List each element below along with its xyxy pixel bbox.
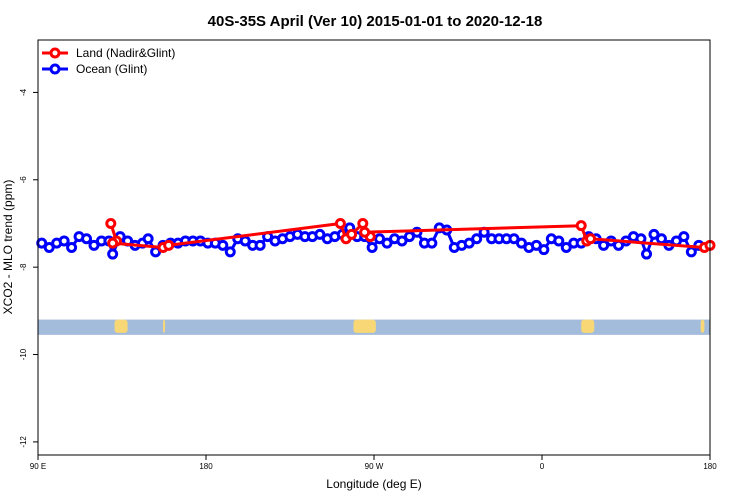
y-axis-ticks: -4 -6 -8 -10 -12 xyxy=(19,88,38,448)
y-axis-label: XCO2 - MLO trend (ppm) xyxy=(1,180,15,315)
legend-land-marker xyxy=(49,47,61,59)
land-mask-band xyxy=(38,319,710,335)
data-point xyxy=(374,233,386,245)
data-point xyxy=(463,237,475,249)
data-point xyxy=(366,242,378,253)
legend-land-label: Land (Nadir&Glint) xyxy=(76,46,175,60)
data-point xyxy=(530,239,542,251)
data-point xyxy=(648,228,660,240)
data-point xyxy=(88,239,100,251)
data-point xyxy=(81,233,93,245)
y-tick-label: -4 xyxy=(19,88,28,96)
data-point xyxy=(575,220,587,232)
data-point xyxy=(314,228,326,240)
y-tick-label: -8 xyxy=(19,263,28,271)
y-tick-label: -6 xyxy=(19,176,28,184)
x-tick-label: 180 xyxy=(199,462,213,471)
land-segment xyxy=(163,319,166,333)
chart-title: 40S-35S April (Ver 10) 2015-01-01 to 202… xyxy=(208,13,543,30)
data-point xyxy=(538,244,550,256)
x-tick-label: 90 W xyxy=(365,462,384,471)
data-point xyxy=(58,235,70,247)
land-segment xyxy=(114,319,128,333)
series-layer xyxy=(36,217,716,260)
data-point xyxy=(357,217,369,229)
data-point xyxy=(142,233,154,245)
data-point xyxy=(655,233,667,245)
data-point xyxy=(224,246,236,258)
data-point xyxy=(217,239,229,251)
data-point xyxy=(685,246,697,258)
data-point xyxy=(396,235,408,247)
data-point xyxy=(334,217,346,229)
data-point xyxy=(560,242,572,253)
data-point xyxy=(515,237,527,249)
legend-ocean-label: Ocean (Glint) xyxy=(76,62,147,76)
data-point xyxy=(553,235,565,247)
data-point xyxy=(105,217,117,229)
data-point xyxy=(346,228,358,240)
data-point xyxy=(359,226,371,238)
x-axis-label: Longitude (deg E) xyxy=(326,477,421,491)
data-point xyxy=(43,242,55,253)
data-point xyxy=(585,233,597,245)
legend: Land (Nadir&Glint) Ocean (Glint) xyxy=(42,46,175,76)
x-tick-label: 90 E xyxy=(30,462,46,471)
data-point xyxy=(403,231,415,243)
data-point xyxy=(508,233,520,245)
land-segment xyxy=(353,319,376,333)
data-point xyxy=(598,239,610,251)
data-point xyxy=(163,239,175,251)
y-tick-label: -10 xyxy=(19,348,28,360)
land-segment xyxy=(581,319,595,333)
data-point xyxy=(471,233,483,245)
data-point xyxy=(641,248,653,260)
data-point xyxy=(107,248,119,260)
data-point xyxy=(254,239,266,251)
data-point xyxy=(107,237,119,249)
data-point xyxy=(66,242,78,253)
x-tick-label: 180 xyxy=(703,462,717,471)
x-tick-label: 0 xyxy=(540,462,545,471)
land-segment xyxy=(700,319,705,333)
data-point xyxy=(426,237,438,249)
data-point xyxy=(678,231,690,243)
y-tick-label: -12 xyxy=(19,436,28,448)
x-axis-ticks: 90 E 180 90 W 0 180 xyxy=(30,455,717,471)
legend-ocean-marker xyxy=(49,63,61,75)
data-point xyxy=(381,237,393,249)
